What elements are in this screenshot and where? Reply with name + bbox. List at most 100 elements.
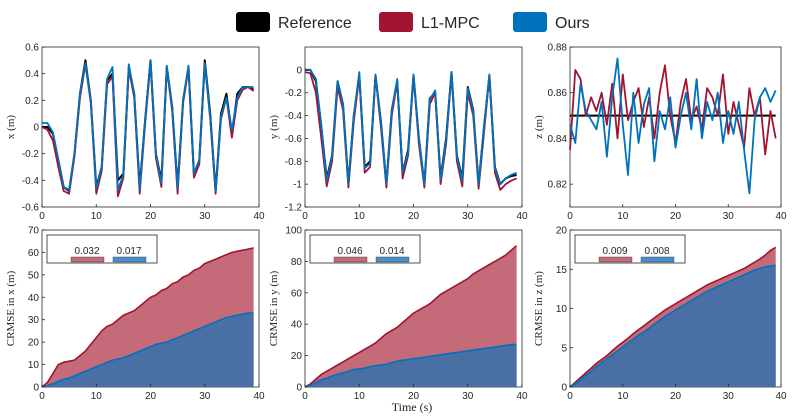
- legend-label-l1mpc: L1-MPC: [421, 15, 480, 32]
- rmse-bar-label-0: 0.032: [74, 246, 99, 257]
- x-tick-label: 10: [617, 391, 629, 402]
- x-tick-label: 30: [199, 391, 211, 402]
- legend-label-ours: Ours: [555, 15, 590, 32]
- rmse-bar-0: [70, 256, 105, 263]
- y-tick-label: -0.2: [285, 88, 303, 99]
- line-ours: [569, 57, 777, 195]
- y-tick-label: -0.6: [22, 203, 40, 214]
- panel-top-right: 0 10 20 30 40 0.82 0.84 0.86 0.88 z (m): [533, 43, 787, 223]
- x-tick-label: 0: [302, 211, 308, 222]
- y-tick-label: -0.8: [285, 157, 303, 168]
- y-tick-label: 0: [296, 65, 302, 76]
- rmse-bar-1: [112, 256, 147, 263]
- rmse-bar-1: [375, 256, 410, 263]
- x-tick-label: 0: [302, 391, 308, 402]
- x-tick-label: 10: [617, 211, 629, 222]
- y-tick-label: 0.84: [548, 134, 568, 145]
- x-tick-label: 20: [408, 211, 420, 222]
- panel-bottom-right: 0.009 0.008 0 10 20 30 40 0 5 10 15 20 CRMSE in z (m…: [533, 226, 787, 403]
- shared-x-axis-label: Time (s): [392, 400, 433, 414]
- rmse-bar-label-0: 0.009: [602, 246, 627, 257]
- y-tick-label: 20: [291, 351, 303, 362]
- x-tick-label: 40: [253, 211, 265, 222]
- x-tick-label: 20: [145, 391, 157, 402]
- y-tick-label: -0.6: [285, 134, 303, 145]
- y-axis-label: y (m): [268, 115, 280, 139]
- panel-top-middle: 0 10 20 30 40 -1.2 -1 -0.8 -0.6 -0.4 -0.2 0 y (m): [268, 46, 528, 222]
- rmse-bar-label-0: 0.046: [337, 246, 362, 257]
- rmse-inset: 0.009 0.008: [574, 234, 686, 264]
- x-tick-label: 40: [775, 211, 787, 222]
- area-edge-l1-mpc: [304, 245, 518, 388]
- y-tick-label: 0.88: [548, 43, 568, 54]
- legend: Reference L1-MPC Ours: [236, 12, 590, 32]
- x-tick-label: 40: [516, 391, 528, 402]
- rmse-inset: 0.046 0.014: [309, 234, 421, 264]
- x-tick-label: 30: [462, 391, 474, 402]
- panel-top-left: 0 10 20 30 40 -0.6 -0.4 -0.2 0 0.2 0.4 0.6 x (m): [5, 43, 265, 223]
- y-tick-label: 20: [28, 338, 40, 349]
- rmse-bar-0: [333, 256, 368, 263]
- area-edge-ours: [41, 312, 254, 388]
- y-tick-label: 40: [28, 293, 40, 304]
- x-tick-label: 30: [723, 211, 735, 222]
- y-tick-label: 0: [33, 123, 39, 134]
- y-tick-label: 10: [28, 360, 40, 371]
- x-tick-label: 40: [253, 391, 265, 402]
- panels: 0 10 20 30 40 -0.6 -0.4 -0.2 0 0.2 0.4 0.6 x (m) 0 10 2…: [5, 43, 787, 403]
- y-tick-label: 0.2: [25, 96, 39, 107]
- y-tick-label: 60: [28, 248, 40, 259]
- line-ours: [42, 59, 254, 192]
- x-tick-label: 20: [408, 391, 420, 402]
- rmse-bar-1: [640, 256, 675, 263]
- y-tick-label: 5: [561, 343, 567, 354]
- y-tick-label: -1.2: [285, 203, 303, 214]
- y-tick-label: 50: [28, 270, 40, 281]
- x-tick-label: 30: [462, 211, 474, 222]
- legend-swatch-ours: [513, 12, 547, 32]
- x-tick-label: 10: [91, 391, 103, 402]
- line-ours: [305, 69, 517, 185]
- area-edge-l1-mpc: [569, 246, 777, 388]
- y-tick-label: 70: [28, 226, 40, 237]
- y-tick-label: 30: [28, 315, 40, 326]
- x-tick-label: 30: [199, 211, 211, 222]
- y-tick-label: 40: [291, 320, 303, 331]
- area-edge-ours: [304, 343, 517, 388]
- legend-label-reference: Reference: [278, 15, 352, 32]
- x-tick-label: 0: [39, 211, 45, 222]
- y-tick-label: -1: [293, 180, 302, 191]
- y-axis-label: CRMSE in z (m): [533, 271, 545, 346]
- y-tick-label: 10: [556, 304, 568, 315]
- y-axis-label: x (m): [5, 115, 17, 139]
- area-edge-ours: [569, 264, 776, 388]
- y-tick-label: 80: [291, 257, 303, 268]
- y-tick-label: 0: [296, 383, 302, 394]
- x-tick-label: 40: [775, 391, 787, 402]
- y-tick-label: 0: [33, 383, 39, 394]
- y-tick-label: -0.2: [22, 149, 40, 160]
- y-tick-label: 0: [561, 383, 567, 394]
- area-ours: [570, 265, 776, 387]
- x-tick-label: 0: [567, 391, 573, 402]
- rmse-bar-label-1: 0.014: [379, 246, 404, 257]
- y-tick-label: 100: [285, 226, 302, 237]
- y-tick-label: 0.6: [25, 43, 39, 54]
- rmse-bar-label-1: 0.017: [116, 246, 141, 257]
- y-axis-label: CRMSE in x (m): [5, 270, 17, 346]
- y-axis-label: z (m): [533, 115, 545, 139]
- y-tick-label: -0.4: [22, 176, 40, 187]
- x-tick-label: 0: [39, 391, 45, 402]
- y-tick-label: 0.86: [548, 88, 568, 99]
- rmse-bar-0: [598, 256, 633, 263]
- rmse-bar-label-1: 0.008: [644, 246, 669, 257]
- panel-bottom-left: 0.032 0.017 0 10 20 30 40 0 10 20 30 40 50 60 70 CRMSE …: [5, 226, 265, 403]
- area-ours: [305, 344, 517, 387]
- line-reference: [42, 59, 255, 192]
- x-tick-label: 10: [354, 391, 366, 402]
- rmse-inset: 0.032 0.017: [46, 234, 158, 264]
- axes-frame: [304, 46, 523, 208]
- x-tick-label: 20: [145, 211, 157, 222]
- y-tick-label: -0.4: [285, 111, 303, 122]
